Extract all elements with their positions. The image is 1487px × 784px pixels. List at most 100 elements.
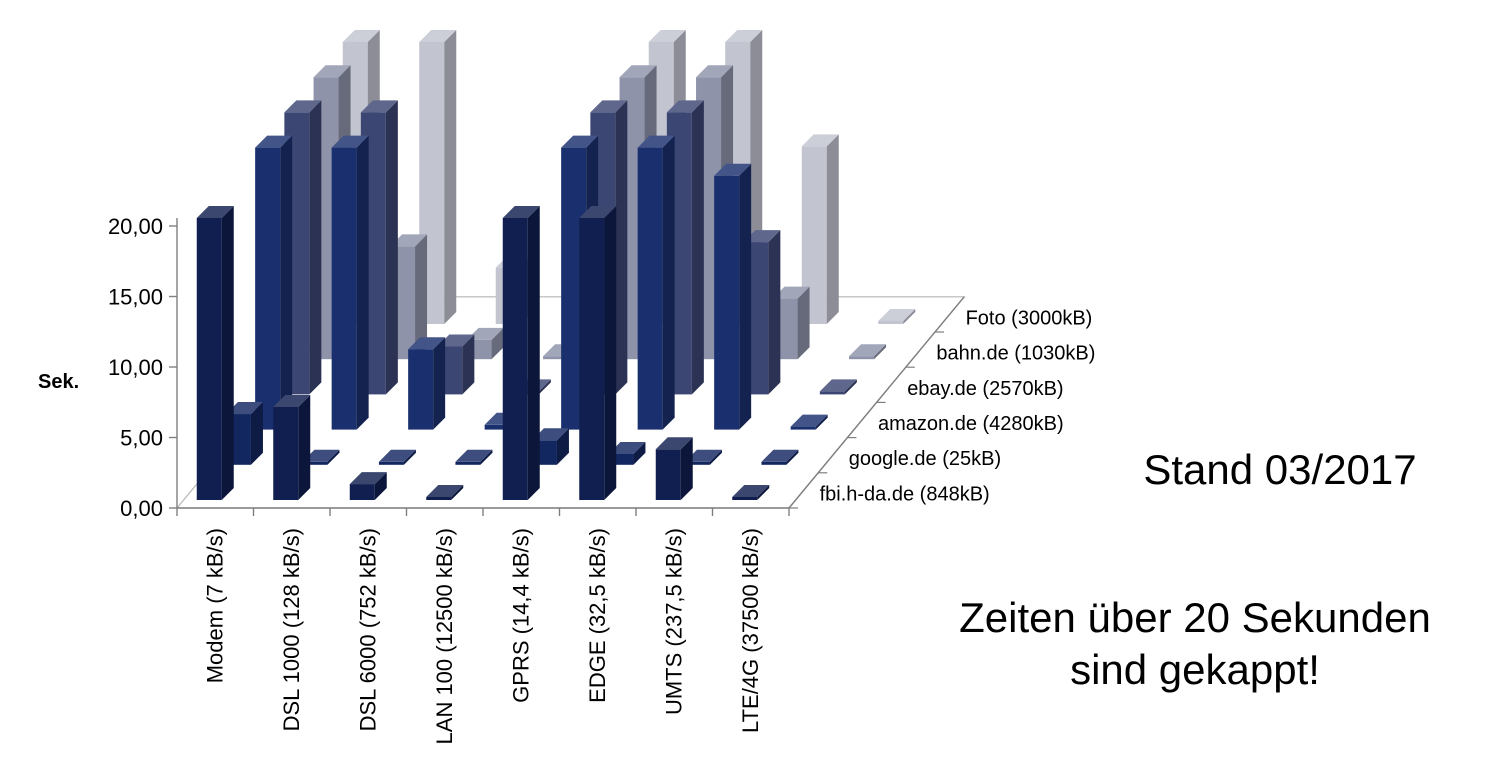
bar-top (648, 30, 686, 42)
bar-ebay-de-2570kb-lte-4g-37500-kb-s (819, 379, 857, 395)
bar-top (608, 441, 646, 454)
bar-top (772, 286, 810, 299)
bar-amazon-de-4280kb-dsl-1000-128-kb-s (331, 135, 369, 430)
bar-top (284, 100, 322, 113)
bar-top (378, 449, 416, 462)
bar-side (356, 135, 369, 430)
bar-top (696, 65, 734, 78)
bar-fbi-h-da-de-848kb-dsl-1000-128-kb-s (273, 394, 311, 500)
bar-side (451, 485, 464, 500)
bar-top (761, 449, 799, 462)
series-label-ebay-de-2570kb: ebay.de (2570kB) (907, 378, 1063, 400)
bar-top (819, 379, 857, 392)
bar-top (725, 30, 763, 42)
bar-fbi-h-da-de-848kb-lte-4g-37500-kb-s (732, 485, 770, 500)
chart-bars (196, 30, 916, 500)
bar-side (374, 472, 387, 500)
bar-google-de-25kb-umts-237-5-kb-s (684, 449, 722, 465)
bar-front (579, 218, 605, 500)
bar-fbi-h-da-de-848kb-modem-7-kb-s (196, 206, 234, 500)
bar-fbi-h-da-de-848kb-lan-100-12500-kb-s (426, 485, 464, 500)
bar-amazon-de-4280kb-umts-237-5-kb-s (714, 163, 752, 430)
bar-front (484, 424, 510, 430)
series-label-google-de-25kb: google.de (25kB) (849, 448, 1001, 470)
bar-front (543, 356, 569, 360)
bar-top (360, 100, 398, 113)
bar-front (655, 449, 681, 500)
bar-top (390, 234, 428, 247)
bar-top (342, 30, 380, 42)
bar-side (680, 437, 693, 500)
bar-front (761, 461, 787, 465)
bar-front (608, 453, 634, 465)
bar-side (298, 394, 311, 500)
chart-annotation-capped-line1: Zeiten über 20 Sekunden (959, 594, 1431, 641)
bar-amazon-de-4280kb-edge-32-5-kb-s (637, 135, 675, 430)
bar-top (331, 135, 369, 148)
bar-bahn-de-1030kb-lte-4g-37500-kb-s (849, 344, 887, 360)
bar-top (531, 428, 569, 441)
bar-fbi-h-da-de-848kb-umts-237-5-kb-s (655, 437, 693, 500)
bar-side (709, 449, 722, 465)
bar-front (819, 391, 845, 395)
x-tick-label-dsl-1000-128-kb-s: DSL 1000 (128 kB/s) (279, 528, 304, 731)
y-tick-label: 0,00 (120, 496, 163, 521)
bar-side (768, 230, 781, 395)
chart-annotation-date: Stand 03/2017 (1143, 446, 1417, 493)
bar-front (502, 218, 528, 500)
y-tick-label: 10,00 (108, 355, 163, 380)
x-tick-label-dsl-6000-752-kb-s: DSL 6000 (752 kB/s) (355, 528, 380, 731)
bar-google-de-25kb-dsl-1000-128-kb-s (302, 449, 340, 465)
bar-top (349, 472, 387, 485)
bar-top (313, 65, 351, 78)
bar-front (331, 147, 357, 430)
bar-side (280, 135, 293, 430)
bar-side (385, 100, 398, 395)
x-tick-label-umts-237-5-kb-s: UMTS (237,5 kB/s) (661, 528, 686, 715)
bar-fbi-h-da-de-848kb-dsl-6000-752-kb-s (349, 472, 387, 500)
bar-top (666, 100, 704, 113)
bar-front (302, 461, 328, 465)
bar-front (426, 497, 452, 500)
bar-side (403, 449, 416, 465)
bar-amazon-de-4280kb-dsl-6000-752-kb-s (408, 337, 446, 430)
bar-side (444, 30, 457, 324)
bar-google-de-25kb-dsl-6000-752-kb-s (378, 449, 416, 465)
bar-side (844, 379, 857, 395)
bar-top (801, 134, 839, 147)
bar-side (462, 334, 475, 395)
bar-top (878, 309, 916, 321)
bar-top (426, 485, 464, 497)
bar-front (255, 147, 281, 430)
chart-annotation-capped-line2: sind gekappt! (1070, 646, 1320, 693)
chart-labels: 0,00 5,00 10,00 15,00 20,00 Sek. Modem (7 kB/s… (38, 214, 1095, 744)
bar-front (637, 147, 663, 430)
bar-side (415, 234, 428, 360)
bar-front (378, 461, 404, 465)
bar-side (874, 344, 887, 360)
bar-side (739, 163, 752, 430)
bar-front (878, 321, 904, 324)
bar-side (633, 441, 646, 465)
bar-side (556, 428, 569, 465)
bar-side (815, 414, 828, 430)
bar-top (655, 437, 693, 450)
bar-side (826, 134, 839, 324)
bar-amazon-de-4280kb-lte-4g-37500-kb-s (790, 414, 828, 430)
x-tick-label-edge-32-5-kb-s: EDGE (32,5 kB/s) (585, 528, 610, 703)
bar-front (349, 484, 375, 500)
bar-side (250, 402, 263, 465)
y-tick-label: 15,00 (108, 285, 163, 310)
bar-side (309, 100, 322, 395)
bar-google-de-25kb-lte-4g-37500-kb-s (761, 449, 799, 465)
bar-foto-3000kb-lte-4g-37500-kb-s (878, 309, 916, 324)
bar-top (684, 449, 722, 462)
bar-top (714, 163, 752, 176)
bar-top (302, 449, 340, 462)
bar-side (691, 100, 704, 395)
bar-top (590, 100, 628, 113)
bar-fbi-h-da-de-848kb-edge-32-5-kb-s (579, 206, 617, 500)
bar-google-de-25kb-edge-32-5-kb-s (608, 441, 646, 465)
series-label-amazon-de-4280kb: amazon.de (4280kB) (878, 413, 1064, 435)
y-tick-label: 20,00 (108, 214, 163, 239)
